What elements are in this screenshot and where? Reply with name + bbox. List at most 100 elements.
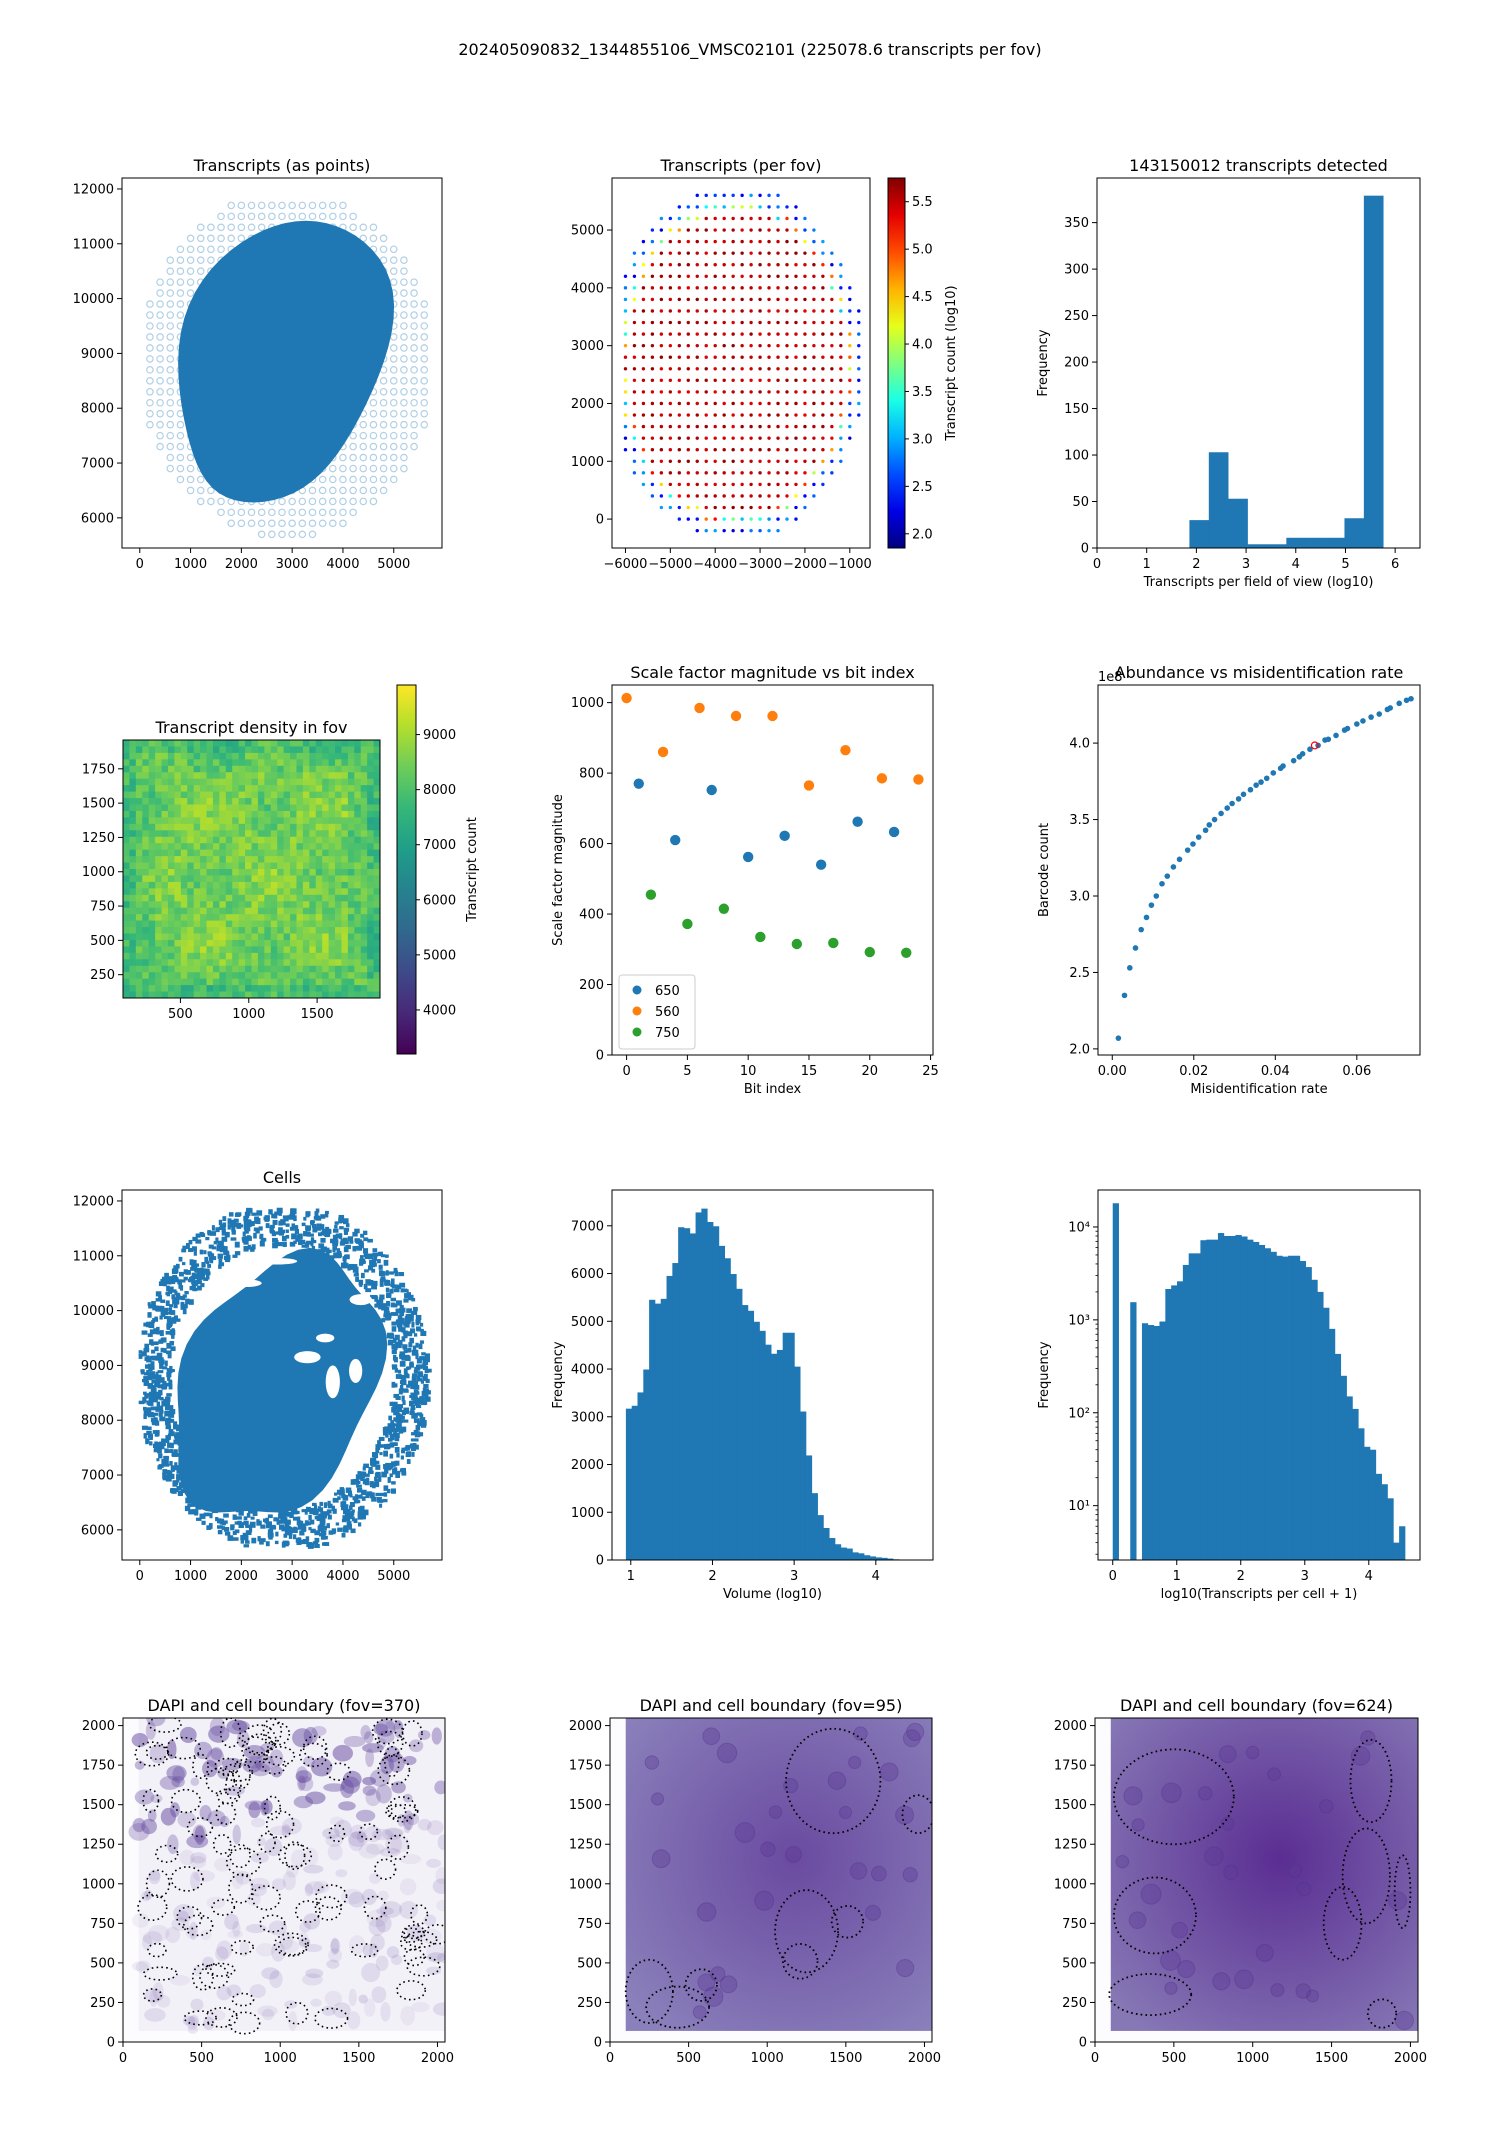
heatmap-cell [257,881,265,889]
cell-mark [203,1250,207,1255]
cell-mark [345,1244,351,1250]
heatmap-cell [309,817,317,825]
heatmap-cell [167,959,175,967]
cell-mark [409,1363,414,1368]
heatmap-cell [206,927,214,934]
heatmap-cell [296,746,304,754]
fov-point [677,320,682,325]
heatmap-cell [360,901,368,909]
fov-point [677,309,682,313]
heatmap-cell [290,972,297,980]
heatmap-cell [245,972,252,980]
fov-point [713,448,717,452]
heatmap-cell [290,978,297,986]
cell-mark [410,1408,415,1414]
heatmap-cell [180,991,188,999]
cell-mark [409,1316,414,1322]
fov-point [794,517,798,521]
fov-point [641,274,646,278]
cell-mark [338,1255,342,1259]
heatmap-cell [373,914,381,921]
heatmap-cell [142,849,150,857]
fov-point [848,424,852,429]
histogram-bar [649,1299,656,1560]
heatmap-cell [212,843,220,851]
cell-mark [151,1349,156,1354]
fov-halo-mark [227,519,236,528]
fov-halo-mark [156,420,164,429]
fov-point [794,367,798,371]
fov-point [785,228,789,232]
x-tick-label: 20 [861,1064,878,1079]
fov-halo-mark [400,377,408,385]
histogram-bar [1266,544,1287,548]
cell-mark [327,1503,333,1509]
fov-point [659,286,664,290]
heatmap-cell [193,939,201,947]
heatmap-cell [341,798,349,805]
heatmap-cell [315,752,323,760]
fov-halo-mark [217,497,225,506]
heatmap-cell [180,933,188,941]
cell-mark [165,1291,170,1296]
fov-point [659,320,664,325]
heatmap-cell [360,752,368,760]
heatmap-cell [245,785,252,792]
fov-point [713,390,717,394]
fov-point [632,413,637,417]
heatmap-cell [367,952,374,960]
heatmap-cell [277,740,285,747]
heatmap-cell [373,939,381,947]
cell-mark [395,1341,400,1348]
cell-mark [145,1364,149,1369]
fov-point [650,494,655,498]
cell-mark [158,1389,163,1396]
heatmap-cell [251,946,259,954]
heatmap-cell [174,946,182,954]
fov-halo-mark [278,201,286,210]
heatmap-cell [193,875,201,883]
cell-mark [273,1213,278,1219]
heatmap-cell [187,978,195,986]
fov-point [659,482,664,487]
heatmap-cell [219,772,227,780]
heatmap-cell [187,804,195,812]
fov-point [830,471,834,475]
heatmap-cell [161,740,169,747]
heatmap-cell [148,740,156,747]
fov-point [704,436,708,440]
histogram-bar [712,1226,720,1560]
heatmap-cell [251,804,259,812]
cell-mark [378,1304,383,1310]
cell-mark [154,1441,158,1445]
cell-mark [242,1231,246,1237]
heatmap-cell [123,991,130,999]
fov-point [704,528,708,533]
fov-point [785,413,789,417]
heatmap-cell [161,888,169,896]
x-tick-label: 5 [683,1064,691,1079]
heatmap-cell [187,759,195,767]
heatmap-cell [174,901,182,909]
fov-point [812,228,816,232]
cell-mark [333,1239,339,1244]
fov-point [803,482,807,487]
heatmap-cell [341,862,349,870]
heatmap-cell [367,804,374,812]
fov-halo-mark [257,530,266,539]
heatmap-cell [328,991,336,999]
cell-mark [363,1283,368,1290]
scatter-point-560 [840,744,851,756]
heatmap-cell [264,907,272,915]
fov-point [776,390,780,394]
fov-halo-mark [389,442,398,451]
cell-mark [292,1516,299,1521]
offset-text: 1e8 [1098,670,1123,685]
cell-mark [222,1216,227,1222]
heatmap-cell [200,810,207,818]
fov-point [731,251,735,255]
heatmap-cell [322,991,329,999]
heatmap-cell [322,888,329,896]
fov-point [821,413,825,417]
heatmap-cell [135,804,143,812]
